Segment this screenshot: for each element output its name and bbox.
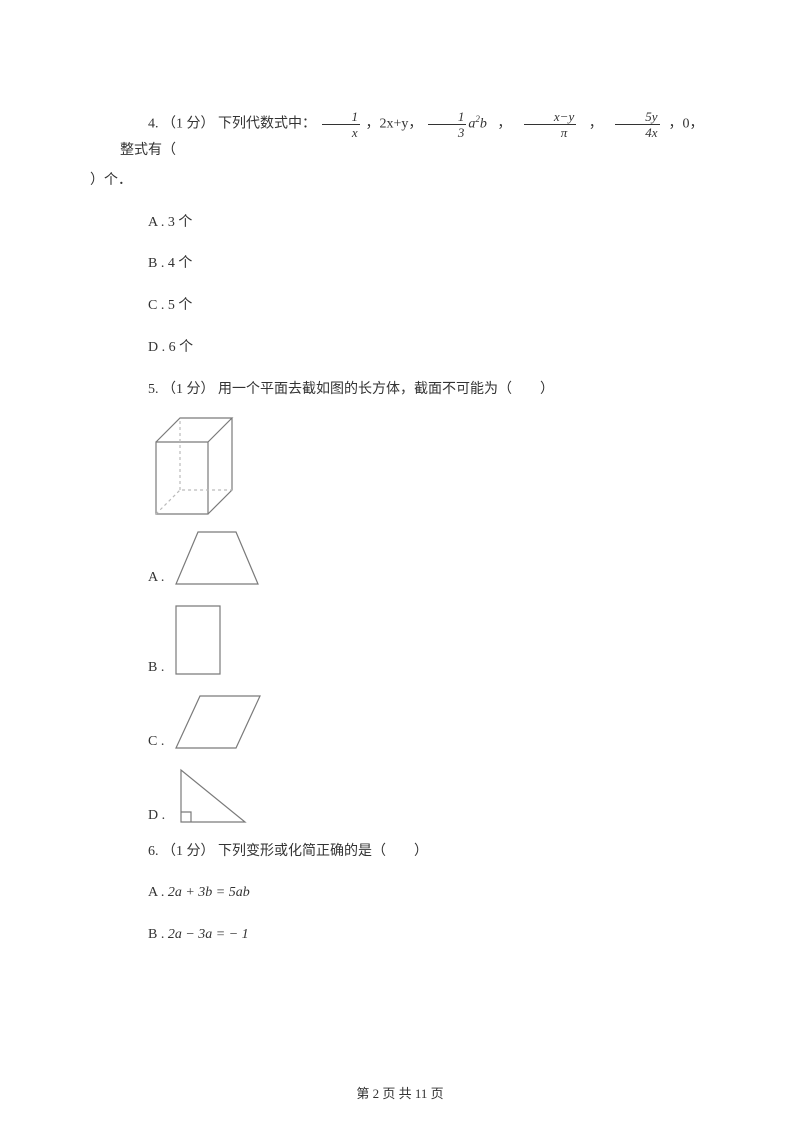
q6-stem: 下列变形或化简正确的是（ ） (218, 844, 428, 859)
q4-stem-a: 下列代数式中： (218, 117, 316, 132)
q6-optA-math: 2a + 3b = 5ab (168, 885, 250, 900)
q4-frac1: 1 x (322, 110, 361, 139)
rectangle-svg (170, 600, 226, 680)
page-content: 4. （1 分） 下列代数式中： 1 x ，2x+y， 1 3 a2b ， x−… (0, 0, 800, 1005)
q6-optB-math: 2a − 3a = − 1 (168, 927, 249, 942)
triangle-svg (171, 764, 251, 828)
q4-stem-c: ）个． (90, 169, 710, 193)
q4-comma2: ， (589, 117, 603, 132)
q5-optA: A . (148, 526, 710, 590)
q5-optA-label: A . (148, 566, 164, 590)
page-footer: 第 2 页 共 11 页 (0, 1083, 800, 1102)
q4-optC: C . 5 个 (148, 294, 710, 318)
q4-frac3: x−y π (524, 110, 576, 139)
q4-comma1: ， (497, 117, 511, 132)
q5-points: （1 分） (162, 382, 215, 397)
q4-number: 4. (148, 117, 159, 132)
q5-optD-label: D . (148, 804, 165, 828)
q6-optA: A . 2a + 3b = 5ab (148, 881, 710, 905)
q6-number: 6. (148, 844, 159, 859)
q5-line: 5. （1 分） 用一个平面去截如图的长方体，截面不可能为（ ） (120, 378, 710, 402)
q5-optB: B . (148, 600, 710, 680)
q5-optC: C . (148, 690, 710, 754)
q6-optB: B . 2a − 3a = − 1 (148, 923, 710, 947)
q4-optB: B . 4 个 (148, 252, 710, 276)
q4-stem: 4. （1 分） 下列代数式中： 1 x ，2x+y， 1 3 a2b ， x−… (120, 110, 710, 163)
q5-stem: 用一个平面去截如图的长方体，截面不可能为（ ） (218, 382, 554, 397)
q6-points: （1 分） (162, 844, 215, 859)
q4-optD: D . 6 个 (148, 336, 710, 360)
q5-optB-label: B . (148, 656, 164, 680)
q4-frac4: 5y 4x (615, 110, 659, 139)
trapezoid-svg (170, 526, 262, 590)
q5-number: 5. (148, 382, 159, 397)
q6-line: 6. （1 分） 下列变形或化简正确的是（ ） (120, 840, 710, 864)
q5-figure (148, 412, 710, 516)
q4-optA: A . 3 个 (148, 211, 710, 235)
q4-points: （1 分） (162, 117, 215, 132)
q6-optB-label: B . (148, 927, 164, 942)
q5-optC-label: C . (148, 730, 164, 754)
cuboid-svg (148, 412, 234, 516)
q4-frac2-b: b (480, 117, 487, 132)
q4-expr-text: ，2x+y， (366, 117, 423, 132)
parallelogram-svg (170, 690, 266, 754)
q4-frac2-frac: 1 3 (428, 110, 467, 139)
q6-optA-label: A . (148, 885, 164, 900)
q5-optD: D . (148, 764, 710, 828)
